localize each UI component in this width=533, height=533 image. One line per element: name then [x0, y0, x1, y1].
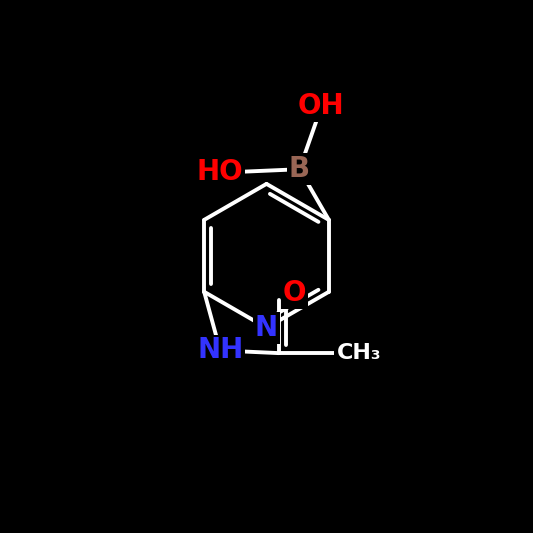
Text: NH: NH [197, 336, 243, 365]
Text: N: N [255, 314, 278, 342]
Text: CH₃: CH₃ [336, 343, 381, 363]
Text: B: B [289, 155, 310, 183]
Text: O: O [283, 279, 306, 308]
Text: OH: OH [297, 92, 344, 120]
Text: HO: HO [196, 158, 243, 186]
